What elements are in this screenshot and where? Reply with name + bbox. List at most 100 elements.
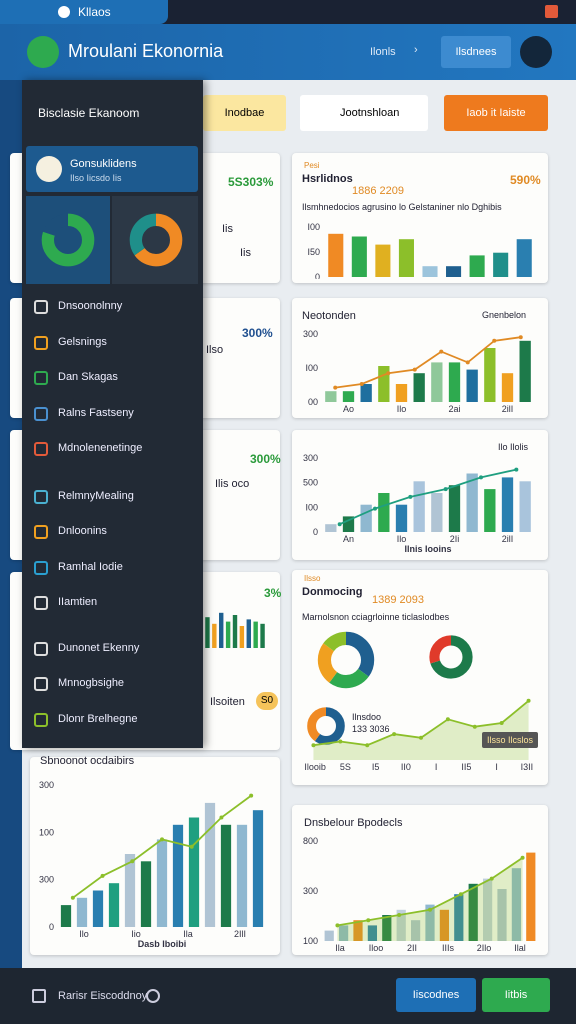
- line-point: [445, 717, 450, 722]
- bar-chart: 300 100 300 0 Ilo Iio Ila 2IlI Dasb Iboibi: [39, 780, 264, 949]
- bar: [246, 619, 251, 648]
- footer-bar: Rarisr Eiscoddnoy Iiscodnes Iitbis: [0, 968, 576, 1024]
- bar: [410, 920, 421, 941]
- bar: [205, 617, 210, 648]
- menu-icon: [34, 489, 48, 504]
- menu-icon: [34, 442, 48, 456]
- card-title: Donmocing: [302, 586, 363, 598]
- bar: [325, 391, 337, 402]
- x-axis-label: Ilooib: [304, 762, 326, 772]
- donut-chart: [317, 631, 375, 689]
- bar: [220, 824, 232, 927]
- y-axis-label: 100: [303, 936, 318, 946]
- menu-item[interactable]: Ramhal Iodie: [58, 560, 123, 573]
- bar: [516, 239, 532, 277]
- donut-segment: [129, 213, 183, 267]
- y-axis-label: 100: [39, 827, 54, 837]
- line-point: [472, 724, 477, 729]
- card-text: Marnolsnon cciagrloinne ticlaslodbes: [302, 612, 450, 622]
- tab[interactable]: [0, 0, 168, 24]
- card-text: Ilis oco: [215, 478, 250, 490]
- donut-tile: [112, 196, 198, 284]
- menu-item[interactable]: Dnsoonolnny: [58, 300, 123, 312]
- y-axis-label: 500: [303, 478, 318, 488]
- bar-chart: 800 300 100 Ila Iloo 2II IIIs 2Ilo Ilal: [303, 836, 536, 953]
- menu-item[interactable]: Dunonet Ekenny: [58, 641, 140, 654]
- x-axis-label: Ao: [343, 404, 354, 414]
- bar: [526, 852, 536, 941]
- toolbar-button[interactable]: Iaob it Iaiste: [444, 95, 548, 131]
- card-subtitle: Gnenbelon: [482, 310, 527, 320]
- card: Neotonden Gnenbelon 300 I00 00 Ao Ilo 2ai 2ilI: [292, 298, 548, 418]
- line-point: [514, 467, 519, 472]
- bar: [484, 489, 496, 532]
- x-axis-title: Dasb Iboibi: [138, 939, 187, 949]
- bar: [328, 233, 344, 277]
- line-point: [489, 876, 494, 881]
- header-link[interactable]: Ilonls: [370, 46, 396, 58]
- left-card: Sbnoonot ocdaibirs 300 100 300 0 Ilo Iio Ila 2I…: [30, 755, 280, 955]
- menu-icon: [34, 712, 48, 727]
- bar: [124, 854, 136, 927]
- bar-chart: [205, 612, 265, 648]
- line-point: [249, 793, 254, 798]
- bar: [395, 504, 408, 532]
- close-button[interactable]: [545, 5, 558, 18]
- arrow-icon[interactable]: ›: [414, 44, 418, 56]
- y-axis-label: 300: [39, 875, 54, 885]
- line-point: [443, 487, 448, 492]
- y-axis-label: 300: [303, 453, 318, 463]
- menu-item[interactable]: IIamtien: [58, 596, 98, 608]
- menu-item[interactable]: Ralns Fastseny: [58, 406, 134, 419]
- line-point: [373, 506, 377, 511]
- bar: [60, 905, 72, 927]
- bar: [188, 817, 200, 927]
- x-axis-title: Ilnis Iooins: [404, 544, 451, 554]
- x-axis-label: IIIs: [442, 943, 455, 953]
- selected-title[interactable]: Gonsuklidens: [70, 158, 137, 170]
- menu-item[interactable]: Mdnolenenetinge: [58, 442, 143, 454]
- menu-item[interactable]: Dlonr Brelhegne: [58, 712, 138, 725]
- card-value: 590%: [510, 173, 541, 187]
- menu-icon: [34, 371, 48, 385]
- toolbar-button[interactable]: Inodbae: [203, 95, 286, 131]
- bar: [497, 889, 507, 941]
- x-axis-label: 2IlI: [234, 929, 246, 939]
- bar: [466, 369, 478, 402]
- x-axis-label: Ila: [183, 929, 193, 939]
- selected-subtitle: Ilso Iicsdo Iis: [70, 173, 122, 183]
- line-point: [311, 743, 316, 748]
- x-axis-label: An: [343, 534, 354, 544]
- bar: [422, 266, 438, 277]
- y-axis-label: I00: [307, 222, 320, 232]
- menu-item[interactable]: Dnloonins: [58, 525, 107, 537]
- card: Ilo Ilolis 300 500 I00 0 An Ilo 2Ii 2ilI Ilnis I…: [292, 430, 548, 560]
- bar: [232, 615, 238, 648]
- bar: [413, 481, 425, 532]
- browser-bar: Kllaos: [0, 0, 576, 24]
- line-point: [70, 895, 75, 900]
- menu-item[interactable]: Dan Skagas: [58, 371, 118, 383]
- logo: [27, 36, 59, 68]
- menu-item[interactable]: RelmnyMealing: [58, 489, 134, 502]
- bar: [519, 481, 531, 532]
- donut-chart: [429, 635, 473, 679]
- bar: [324, 930, 334, 941]
- y-axis-label: 300: [39, 780, 54, 790]
- bar: [338, 925, 349, 941]
- donut-segment: [317, 631, 375, 689]
- bar: [511, 868, 522, 941]
- bar-chart: I00 I50 0: [307, 222, 532, 279]
- bar: [351, 236, 367, 277]
- header-button[interactable]: Ilsdnees: [441, 36, 511, 68]
- menu-item[interactable]: Mnnogbsighe: [58, 677, 125, 689]
- menu-icon: [34, 525, 48, 539]
- x-axis-label: I3II: [521, 762, 534, 772]
- bar: [212, 623, 217, 648]
- x-axis-label: 2Ilo: [477, 943, 492, 953]
- footer-button[interactable]: Iiscodnes: [396, 978, 476, 1012]
- toolbar-button[interactable]: Jootnshloan: [300, 95, 428, 131]
- footer-button[interactable]: Iitbis: [482, 978, 550, 1012]
- menu-item[interactable]: Gelsnings: [58, 335, 107, 348]
- settings-button[interactable]: [520, 36, 552, 68]
